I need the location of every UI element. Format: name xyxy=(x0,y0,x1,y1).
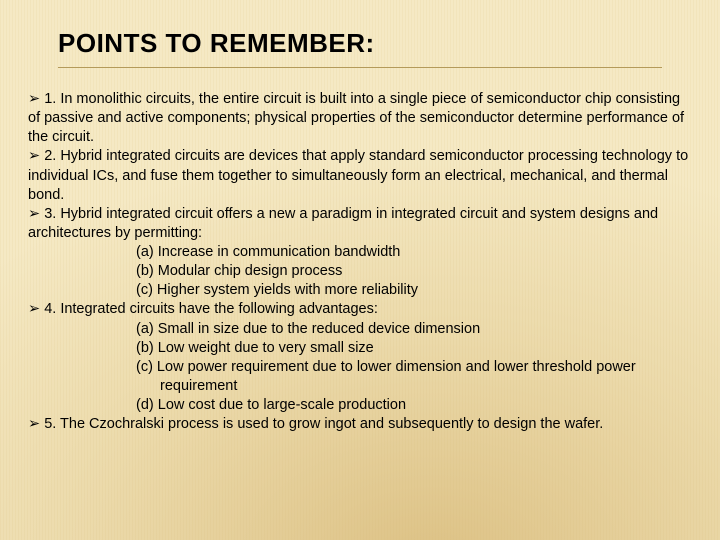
item-text: Integrated circuits have the following a… xyxy=(60,301,378,317)
item-number: 1. xyxy=(44,91,60,107)
title-block: POINTS TO REMEMBER: xyxy=(58,28,662,68)
item-text: Hybrid integrated circuits are devices t… xyxy=(28,148,688,202)
arrow-bullet-icon: ➢ xyxy=(28,416,44,432)
arrow-bullet-icon: ➢ xyxy=(28,206,44,222)
item-number: 2. xyxy=(44,148,60,164)
slide-title: POINTS TO REMEMBER: xyxy=(58,28,662,65)
sub-item: (b) Modular chip design process xyxy=(28,262,692,281)
bullet-item: ➢ 4. Integrated circuits have the follow… xyxy=(28,300,692,319)
item-text: The Czochralski process is used to grow … xyxy=(60,416,603,432)
arrow-bullet-icon: ➢ xyxy=(28,91,44,107)
item-text: Hybrid integrated circuit offers a new a… xyxy=(28,206,658,241)
bullet-item: ➢ 5. The Czochralski process is used to … xyxy=(28,415,692,434)
sub-item: (a) Increase in communication bandwidth xyxy=(28,243,692,262)
title-underline xyxy=(58,67,662,68)
content-body: ➢ 1. In monolithic circuits, the entire … xyxy=(28,90,692,434)
sub-item: (d) Low cost due to large-scale producti… xyxy=(28,396,692,415)
sub-item: (a) Small in size due to the reduced dev… xyxy=(28,320,692,339)
arrow-bullet-icon: ➢ xyxy=(28,301,44,317)
item-text: In monolithic circuits, the entire circu… xyxy=(28,91,684,145)
sub-item: (c) Higher system yields with more relia… xyxy=(28,281,692,300)
slide: POINTS TO REMEMBER: ➢ 1. In monolithic c… xyxy=(0,0,720,540)
bullet-item: ➢ 3. Hybrid integrated circuit offers a … xyxy=(28,205,692,243)
bullet-item: ➢ 2. Hybrid integrated circuits are devi… xyxy=(28,147,692,204)
arrow-bullet-icon: ➢ xyxy=(28,148,44,164)
sub-item: (c) Low power requirement due to lower d… xyxy=(28,358,692,396)
item-number: 5. xyxy=(44,416,60,432)
item-number: 4. xyxy=(44,301,60,317)
item-number: 3. xyxy=(44,206,60,222)
bullet-item: ➢ 1. In monolithic circuits, the entire … xyxy=(28,90,692,147)
sub-item: (b) Low weight due to very small size xyxy=(28,339,692,358)
